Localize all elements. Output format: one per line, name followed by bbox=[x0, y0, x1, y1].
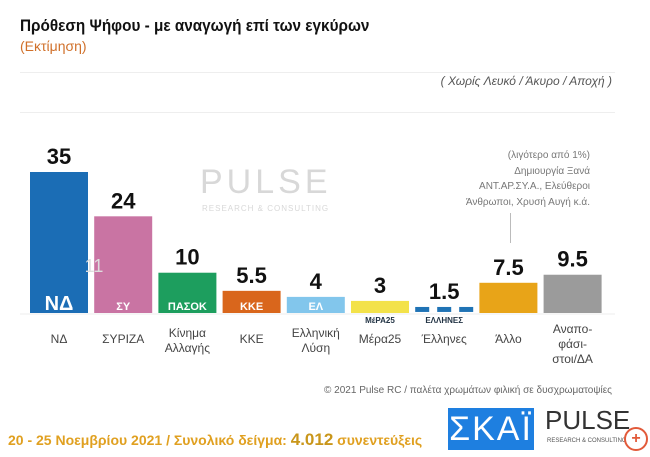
annotation-line: (λιγότερο από 1%) bbox=[507, 150, 590, 161]
bar-dash bbox=[437, 306, 452, 312]
category-label: Αλλαγής bbox=[165, 341, 210, 355]
data-label: 10 bbox=[175, 245, 199, 270]
annotation-line: Δημιουργία Ξανά bbox=[514, 165, 590, 177]
data-label: 24 bbox=[111, 188, 136, 213]
bar bbox=[479, 282, 538, 313]
bar bbox=[351, 300, 409, 313]
divider bbox=[20, 112, 615, 113]
data-label: 5.5 bbox=[236, 263, 267, 288]
chart-subtitle: (Εκτίμηση) bbox=[20, 38, 87, 54]
data-label: 3 bbox=[374, 273, 386, 298]
bar-dash bbox=[415, 306, 430, 312]
category-label: Μέρα25 bbox=[359, 332, 402, 346]
category-label: Άλλο bbox=[495, 332, 522, 346]
annotation-line: ΑΝΤ.ΑΡ.ΣΥ.Α., Ελεύθεροι bbox=[479, 181, 590, 192]
pulse-logo-sub: RESEARCH & CONSULTING bbox=[547, 438, 627, 444]
divider bbox=[20, 72, 615, 73]
category-label: Κίνημα bbox=[169, 326, 206, 340]
bar-dash bbox=[459, 306, 474, 312]
bar bbox=[222, 290, 281, 313]
watermark-number: 11 bbox=[85, 256, 104, 276]
copyright: © 2021 Pulse RC / παλέτα χρωμάτων φιλική… bbox=[324, 385, 612, 396]
party-logo: ΠΑΣΟΚ bbox=[168, 301, 207, 313]
category-label: ΝΔ bbox=[51, 332, 68, 346]
footer-unit: συνεντεύξεις bbox=[333, 432, 423, 448]
watermark-pulse: PULSE bbox=[200, 163, 332, 201]
party-logo: ΕΛ bbox=[308, 301, 323, 313]
chart-title: Πρόθεση Ψήφου - με αναγωγή επί των εγκύρ… bbox=[20, 16, 370, 35]
category-label: φάσι- bbox=[558, 337, 587, 351]
annotation: (λιγότερο από 1%) Δημιουργία Ξανά ΑΝΤ.ΑΡ… bbox=[380, 148, 590, 210]
data-label: 7.5 bbox=[493, 255, 524, 280]
annotation-line: Άνθρωποι, Χρυσή Αυγή κ.ά. bbox=[465, 196, 590, 208]
data-label: 4 bbox=[310, 269, 323, 294]
pulse-logo: PULSE bbox=[545, 405, 631, 435]
data-label: 9.5 bbox=[557, 247, 588, 272]
bar bbox=[94, 216, 153, 313]
category-label: Λύση bbox=[301, 341, 330, 355]
category-label: Αναπο- bbox=[553, 322, 593, 336]
data-label: 1.5 bbox=[429, 279, 460, 304]
category-label: Ελληνική bbox=[292, 326, 340, 340]
bar bbox=[158, 272, 217, 313]
zoom-in-icon[interactable]: + bbox=[624, 427, 648, 451]
category-label: ΚΚΕ bbox=[240, 332, 264, 346]
bar bbox=[543, 274, 602, 313]
footer-dates: 20 - 25 Νοεμβρίου 2021 / Συνολικό δείγμα… bbox=[8, 432, 291, 448]
data-label: 35 bbox=[47, 144, 71, 169]
category-label: στοι/ΔΑ bbox=[552, 352, 593, 366]
party-logo: ΜέΡΑ25 bbox=[365, 316, 395, 325]
annotation-leader bbox=[510, 213, 511, 243]
party-logo: ΣΥ bbox=[116, 301, 131, 313]
note: ( Χωρίς Λευκό / Άκυρο / Αποχή ) bbox=[440, 74, 612, 88]
category-label: ΣΥΡΙΖΑ bbox=[102, 332, 144, 346]
bar bbox=[30, 172, 88, 313]
footer-sample: 4.012 bbox=[290, 430, 334, 449]
party-logo: ΕΛΛΗΝΕΣ bbox=[425, 316, 463, 325]
watermark-sub: RESEARCH & CONSULTING bbox=[202, 204, 330, 213]
category-label: Έλληνες bbox=[421, 332, 467, 346]
party-logo: ΝΔ bbox=[45, 293, 74, 315]
skai-logo: ΣΚΑΪ bbox=[448, 408, 534, 450]
footer: 20 - 25 Νοεμβρίου 2021 / Συνολικό δείγμα… bbox=[8, 430, 422, 450]
party-logo: ΚΚΕ bbox=[240, 301, 263, 313]
bar bbox=[286, 296, 345, 313]
